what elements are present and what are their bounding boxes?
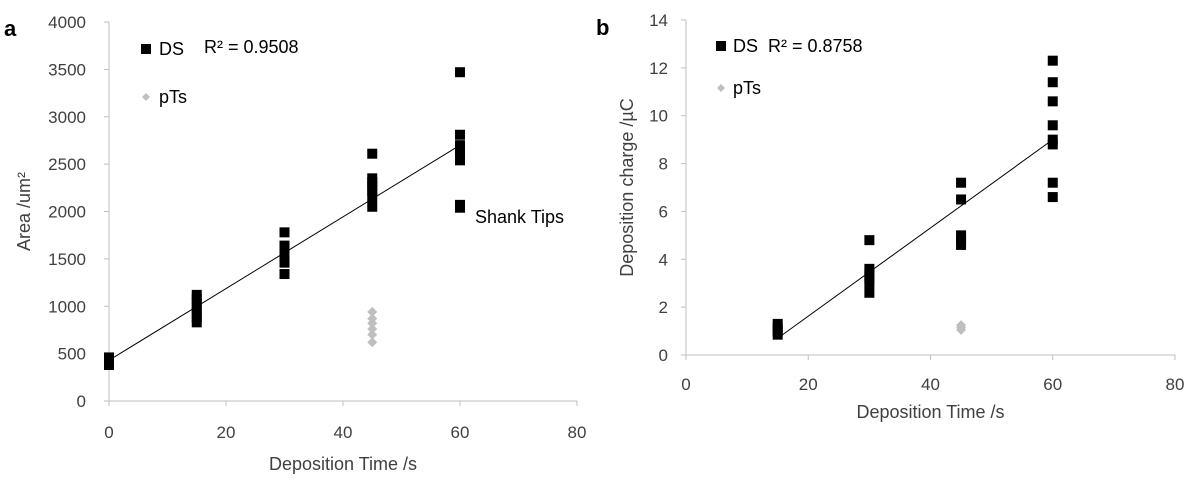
data-point-ds	[956, 194, 967, 205]
data-point-pts	[367, 323, 378, 334]
data-point-ds	[279, 246, 290, 257]
panel-label: a	[4, 16, 17, 41]
panel-label: b	[596, 15, 609, 40]
y-axis-title: Area /um²	[14, 172, 34, 251]
data-point-pts	[956, 320, 967, 331]
data-point-ds	[956, 177, 967, 188]
data-point-ds	[1047, 77, 1058, 88]
data-point-ds	[1047, 55, 1058, 66]
x-tick-label: 40	[921, 375, 940, 394]
data-point-ds	[279, 269, 290, 280]
data-point-ds	[455, 199, 465, 210]
data-point-ds	[367, 201, 378, 212]
legend-marker-pts	[142, 93, 150, 101]
r-squared-label: R² = 0.9508	[204, 37, 299, 57]
data-point-ds	[1047, 134, 1058, 145]
y-tick-label: 14	[649, 11, 668, 30]
annotation-shank-tips: Shank Tips	[475, 207, 564, 227]
data-point-ds	[367, 173, 378, 184]
data-point-pts	[367, 337, 378, 348]
y-tick-label: 1000	[48, 297, 86, 316]
data-point-pts	[367, 306, 378, 317]
x-tick-label: 60	[1043, 375, 1062, 394]
data-point-ds	[191, 289, 202, 300]
y-tick-label: 2000	[48, 203, 86, 222]
legend-label-pts: pTs	[159, 87, 187, 107]
data-point-ds	[1047, 120, 1058, 131]
data-point-ds	[1047, 177, 1058, 188]
x-tick-label: 20	[217, 423, 236, 442]
y-tick-label: 6	[659, 202, 668, 221]
data-point-ds	[279, 227, 290, 238]
data-point-ds	[455, 140, 465, 151]
legend-label-ds: DS	[733, 36, 758, 56]
x-tick-label: 20	[799, 375, 818, 394]
trendline-ds	[777, 139, 1054, 339]
data-point-ds	[455, 155, 465, 166]
x-axis-title: Deposition Time /s	[269, 454, 417, 474]
x-tick-label: 80	[568, 423, 587, 442]
y-tick-label: 4	[659, 250, 668, 269]
y-tick-label: 12	[649, 59, 668, 78]
y-tick-label: 0	[77, 392, 86, 411]
data-point-ds	[864, 287, 875, 298]
y-tick-label: 4000	[48, 13, 86, 32]
y-tick-label: 0	[659, 346, 668, 365]
x-axis-title: Deposition Time /s	[856, 402, 1004, 422]
legend-label-ds: DS	[159, 39, 184, 59]
data-point-pts	[367, 329, 378, 340]
x-tick-label: 40	[334, 423, 353, 442]
legend-marker-pts	[717, 84, 725, 92]
x-tick-label: 0	[681, 375, 690, 394]
x-tick-label: 60	[451, 423, 470, 442]
y-tick-label: 8	[659, 155, 668, 174]
data-point-ds	[104, 352, 114, 363]
r-squared-label: R² = 0.8758	[768, 36, 863, 56]
legend-marker-ds	[716, 41, 726, 51]
data-point-ds	[455, 67, 465, 78]
y-tick-label: 500	[58, 345, 86, 364]
data-point-ds	[1047, 192, 1058, 203]
chart-panel-b: 0 2 4 6 8 10 12 14 0 20 40 60 80 Deposition Time /s De…	[596, 11, 1184, 422]
data-point-ds	[279, 257, 290, 268]
y-tick-label: 1500	[48, 250, 86, 269]
data-point-ds	[864, 235, 875, 246]
y-tick-label: 2500	[48, 155, 86, 174]
data-point-ds	[956, 230, 967, 241]
y-tick-label: 3000	[48, 108, 86, 127]
x-tick-label: 80	[1166, 375, 1185, 394]
data-point-ds	[455, 129, 465, 140]
legend-marker-ds	[141, 44, 151, 54]
data-point-ds	[279, 240, 290, 251]
data-point-ds	[279, 251, 290, 262]
data-point-ds	[367, 192, 378, 203]
y-axis-title: Deposition charge /µC	[617, 98, 637, 276]
y-tick-label: 3500	[48, 60, 86, 79]
data-point-ds	[864, 263, 875, 274]
y-tick-label: 2	[659, 298, 668, 317]
data-point-ds	[772, 318, 783, 329]
x-tick-label: 0	[104, 423, 113, 442]
chart-panel-a: 0 500 1000 1500 2000 2500 3000 3500 4000 0 20 40 60 8…	[4, 13, 586, 474]
data-point-pts	[367, 313, 378, 324]
y-tick-label: 10	[649, 107, 668, 126]
data-point-ds	[367, 148, 378, 159]
data-point-ds	[1047, 96, 1058, 107]
legend-label-pts: pTs	[733, 78, 761, 98]
